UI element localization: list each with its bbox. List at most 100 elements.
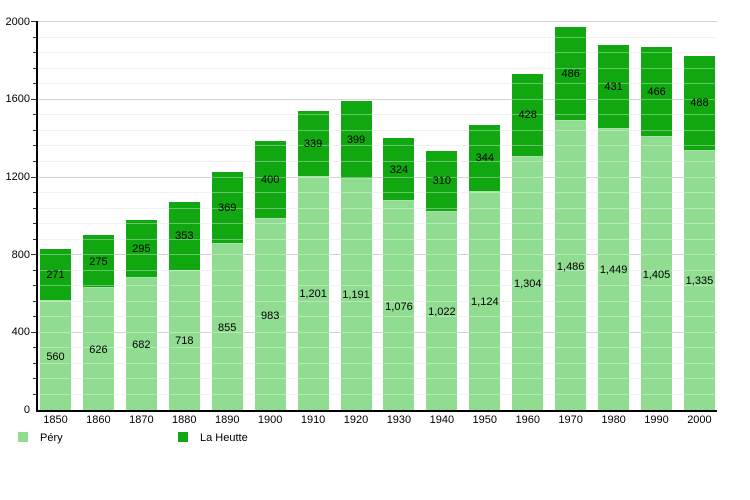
value-label-pery: 1,449: [599, 264, 628, 277]
gridline-overlay: [38, 269, 717, 271]
gridline-minor: [38, 238, 717, 240]
bar-segment-separator: [555, 120, 587, 122]
bar-segment-pery: [297, 176, 329, 410]
gridline-overlay: [38, 378, 717, 380]
gridline-minor: [38, 207, 717, 209]
bar-segment-pery: [512, 156, 544, 410]
bar-segment-pery: [254, 219, 286, 410]
bar-segment-pery: [383, 201, 415, 410]
value-label-pery: 1,191: [342, 289, 370, 302]
bar-segment-la-heutte: [426, 151, 458, 212]
gridline-minor: [38, 67, 717, 69]
gridline-overlay: [38, 98, 717, 100]
bar-segment-la-heutte: [40, 248, 71, 302]
y-axis-label: 400: [11, 326, 30, 339]
x-axis-label: 1980: [601, 414, 626, 426]
gridline-major: [38, 21, 717, 23]
gridline-minor: [38, 362, 717, 364]
gridline-minor: [38, 129, 717, 131]
bar-segment-separator: [512, 155, 544, 157]
value-label-la-heutte: 399: [346, 134, 366, 147]
value-label-pery: 1,201: [299, 288, 327, 301]
bar-segment-separator: [469, 190, 501, 192]
y-axis-minor-tick: [33, 238, 38, 240]
legend-label-pery: Péry: [40, 432, 63, 444]
gridline-overlay: [38, 254, 717, 256]
value-label-la-heutte: 353: [175, 230, 194, 243]
bar-segment-la-heutte: [82, 235, 114, 289]
bar-segment-separator: [40, 300, 71, 302]
value-label-la-heutte: 310: [432, 175, 452, 188]
gridline-major: [38, 331, 717, 333]
gridline-minor: [38, 160, 717, 162]
y-axis-minor-tick: [33, 362, 38, 364]
gridline-overlay: [38, 362, 717, 364]
value-label-la-heutte: 400: [260, 174, 280, 187]
y-axis-minor-tick: [33, 83, 38, 85]
gridline-overlay: [38, 223, 717, 225]
gridline-overlay: [38, 300, 717, 302]
x-axis-label: 1990: [644, 414, 669, 426]
gridline-overlay: [38, 52, 717, 54]
y-axis-major-tick: [31, 254, 38, 256]
value-label-pery: 560: [46, 350, 65, 363]
y-axis-minor-tick: [33, 269, 38, 271]
gridline-major: [38, 254, 717, 256]
gridline-minor: [38, 52, 717, 54]
y-axis-minor-tick: [33, 316, 38, 318]
value-label-pery: 1,022: [428, 305, 456, 318]
y-axis-minor-tick: [33, 300, 38, 302]
bar-segment-pery: [125, 277, 157, 410]
value-label-pery: 983: [260, 309, 280, 322]
gridline-overlay: [38, 36, 717, 38]
y-axis-minor-tick: [33, 160, 38, 162]
value-label-la-heutte: 339: [303, 137, 323, 150]
y-axis-minor-tick: [33, 347, 38, 349]
y-axis-major-tick: [31, 21, 38, 23]
gridline-minor: [38, 145, 717, 147]
gridline-minor: [38, 347, 717, 349]
gridline-minor: [38, 83, 717, 85]
x-axis-label: 1890: [214, 414, 240, 426]
y-axis-major-tick: [31, 98, 38, 100]
y-axis-minor-tick: [33, 114, 38, 116]
gridline-minor: [38, 269, 717, 271]
value-label-pery: 1,486: [556, 260, 585, 273]
y-axis-label: 2000: [5, 15, 30, 28]
value-label-la-heutte: 344: [475, 152, 494, 165]
y-axis-label: 1200: [5, 171, 30, 184]
gridline-overlay: [38, 238, 717, 240]
x-axis-line: [36, 410, 717, 412]
bar-segment-separator: [383, 200, 415, 202]
y-axis-major-tick: [31, 176, 38, 178]
x-axis-label: 1900: [257, 414, 283, 426]
gridline-minor: [38, 192, 717, 194]
bar-segment-separator: [211, 243, 243, 244]
x-axis-label: 1970: [558, 414, 583, 426]
legend-swatch-la-heutte: [178, 432, 188, 442]
value-label-la-heutte: 431: [604, 80, 623, 93]
bar-segment-separator: [168, 269, 200, 271]
gridline-overlay: [38, 192, 717, 194]
bar-segment-separator: [82, 287, 114, 289]
bar-segment-la-heutte: [641, 46, 673, 138]
value-label-pery: 1,405: [642, 268, 671, 281]
gridline-major: [38, 176, 717, 178]
bar-segment-pery: [641, 137, 673, 410]
bar-segment-pery: [426, 211, 458, 410]
y-axis-minor-tick: [33, 285, 38, 287]
y-axis-minor-tick: [33, 145, 38, 147]
y-axis-minor-tick: [33, 393, 38, 395]
bar-segment-la-heutte: [469, 124, 501, 192]
bar-segment-separator: [340, 177, 372, 179]
value-label-la-heutte: 295: [132, 242, 151, 255]
value-label-la-heutte: 275: [89, 255, 108, 268]
gridline-overlay: [38, 114, 717, 116]
bar-segment-separator: [125, 276, 157, 278]
x-axis-label: 1930: [386, 414, 412, 426]
value-label-pery: 1,124: [471, 295, 499, 308]
y-axis-label: 0: [23, 404, 30, 416]
x-axis-label: 1910: [300, 414, 326, 426]
bar-segment-la-heutte: [297, 111, 329, 177]
bar-segment-pery: [598, 128, 630, 410]
